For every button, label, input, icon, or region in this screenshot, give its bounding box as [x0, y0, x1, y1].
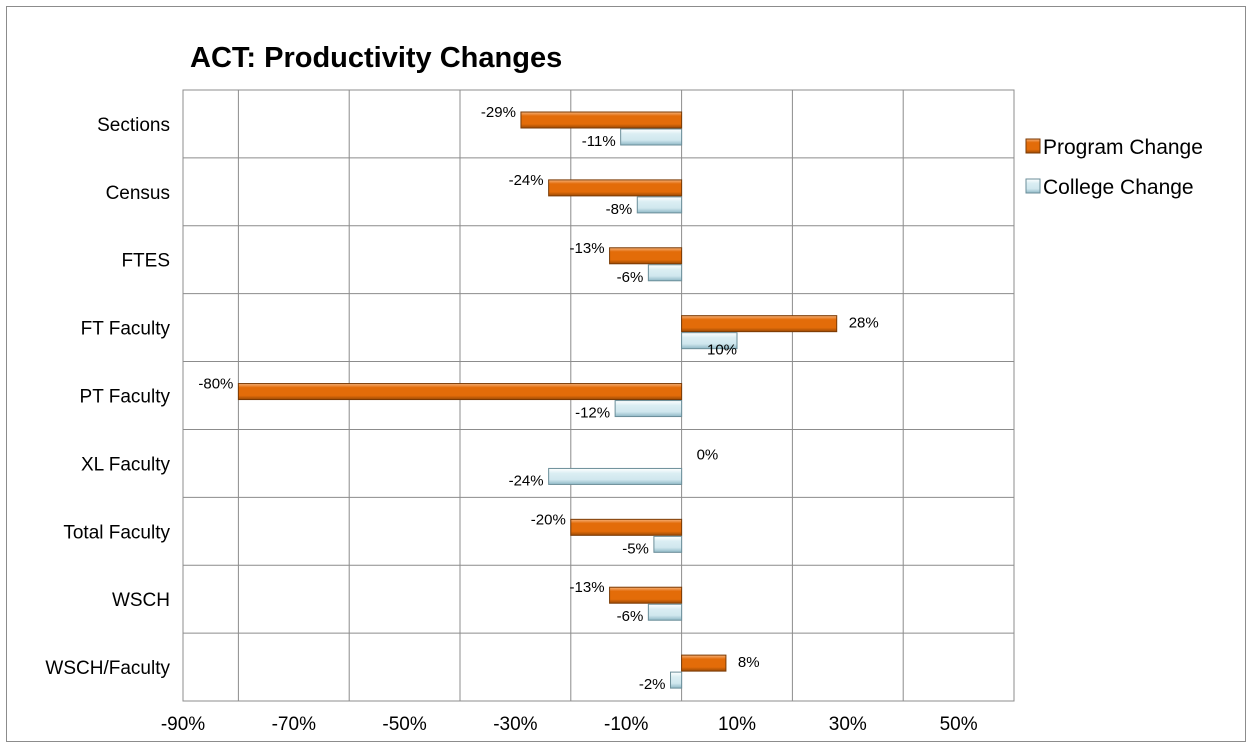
bar-college-change-sections [621, 129, 682, 145]
category-label-ft-faculty: FT Faculty [81, 319, 171, 340]
category-label-total-faculty: Total Faculty [63, 522, 170, 543]
legend-label-program-change: Program Change [1043, 136, 1203, 159]
data-label-program-change-census: -24% [509, 172, 544, 189]
bar-college-change-ftes [648, 265, 681, 281]
bar-program-change-ftes [610, 248, 682, 264]
data-label-program-change-wsch-faculty: 8% [738, 654, 760, 671]
x-tick-label: -10% [604, 714, 648, 735]
data-label-program-change-pt-faculty: -80% [198, 376, 233, 393]
x-tick-label: -70% [272, 714, 316, 735]
data-label-college-change-pt-faculty: -12% [575, 405, 610, 422]
category-label-wsch-faculty: WSCH/Faculty [45, 658, 170, 679]
chart-title: ACT: Productivity Changes [190, 42, 562, 74]
x-tick-label: 10% [718, 714, 756, 735]
legend-label-college-change: College Change [1043, 176, 1194, 199]
data-label-program-change-ft-faculty: 28% [849, 315, 879, 332]
bar-program-change-wsch-faculty [682, 655, 726, 671]
bar-college-change-total-faculty [654, 536, 682, 552]
data-label-college-change-sections: -11% [582, 133, 616, 150]
chart-frame: ACT: Productivity Changes -29% -11% -24% -8… [6, 6, 1246, 742]
category-label-ftes: FTES [121, 251, 170, 272]
bar-college-change-wsch [648, 604, 681, 620]
bar-chart: ACT: Productivity Changes -29% -11% -24% -8… [7, 7, 1247, 743]
data-label-college-change-ftes: -6% [617, 269, 644, 286]
data-label-college-change-ft-faculty: 10% [707, 342, 737, 359]
legend-swatch-college-change [1026, 179, 1040, 193]
data-label-program-change-total-faculty: -20% [531, 511, 566, 528]
bar-college-change-xl-faculty [549, 468, 682, 484]
bar-program-change-total-faculty [571, 519, 682, 535]
data-label-college-change-wsch: -6% [617, 608, 644, 625]
bar-college-change-pt-faculty [615, 401, 681, 417]
bar-program-change-sections [521, 112, 682, 128]
data-label-college-change-total-faculty: -5% [622, 540, 649, 557]
category-label-sections: Sections [97, 115, 170, 136]
bar-program-change-census [549, 180, 682, 196]
x-tick-label: 30% [829, 714, 867, 735]
data-label-college-change-wsch-faculty: -2% [639, 676, 666, 693]
bar-program-change-ft-faculty [682, 316, 837, 332]
x-tick-label: -30% [493, 714, 537, 735]
x-tick-label: 50% [940, 714, 978, 735]
data-label-program-change-wsch: -13% [570, 579, 605, 596]
data-label-college-change-census: -8% [606, 201, 633, 218]
x-tick-label: -90% [161, 714, 205, 735]
bar-college-change-wsch-faculty [671, 672, 682, 688]
data-label-program-change-ftes: -13% [570, 240, 605, 257]
category-label-pt-faculty: PT Faculty [80, 387, 171, 408]
category-label-xl-faculty: XL Faculty [81, 454, 171, 475]
category-label-census: Census [106, 183, 170, 204]
data-label-program-change-xl-faculty: 0% [697, 446, 719, 463]
category-label-wsch: WSCH [112, 590, 170, 611]
bar-program-change-wsch [610, 587, 682, 603]
legend-swatch-program-change [1026, 139, 1040, 153]
bar-program-change-pt-faculty [238, 384, 681, 400]
data-label-program-change-sections: -29% [481, 104, 516, 121]
data-label-college-change-xl-faculty: -24% [509, 472, 544, 489]
x-tick-label: -50% [382, 714, 426, 735]
bar-college-change-census [637, 197, 681, 213]
